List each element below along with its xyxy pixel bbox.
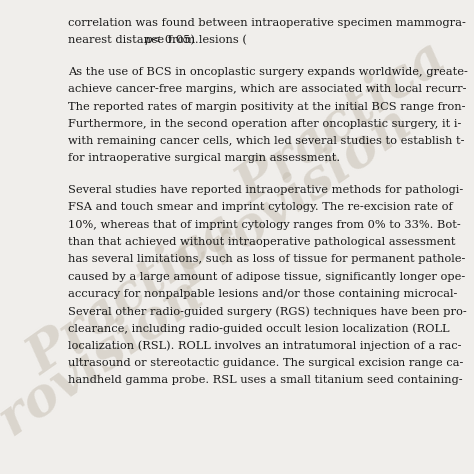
Text: clearance, including radio-guided occult lesion localization (ROLL: clearance, including radio-guided occult… [68,323,449,334]
Text: nearest distance from lesions (: nearest distance from lesions ( [68,35,247,46]
Text: ultrasound or stereotactic guidance. The surgical excision range ca-: ultrasound or stereotactic guidance. The… [68,358,464,368]
Text: than that achieved without intraoperative pathological assessment: than that achieved without intraoperativ… [68,237,456,247]
Text: Practica: Practica [18,203,247,385]
Text: has several limitations, such as loss of tissue for permanent pathole-: has several limitations, such as loss of… [68,254,465,264]
Text: with remaining cancer cells, which led several studies to establish t-: with remaining cancer cells, which led s… [68,136,465,146]
Text: Several studies have reported intraoperative methods for pathologi-: Several studies have reported intraopera… [68,185,463,195]
Text: Practica: Practica [227,32,456,214]
Text: Furthermore, in the second operation after oncoplastic surgery, it i-: Furthermore, in the second operation aft… [68,119,461,129]
Text: 10%, whereas that of imprint cytology ranges from 0% to 33%. Bot-: 10%, whereas that of imprint cytology ra… [68,219,461,230]
Text: Provision: Provision [0,270,213,470]
Text: The reported rates of margin positivity at the initial BCS range fron-: The reported rates of margin positivity … [68,101,465,111]
Text: accuracy for nonpalpable lesions and/or those containing microcal-: accuracy for nonpalpable lesions and/or … [68,289,457,299]
Text: correlation was found between intraoperative specimen mammogra-: correlation was found between intraopera… [68,18,466,28]
Text: Several other radio-guided surgery (RGS) techniques have been pro-: Several other radio-guided surgery (RGS)… [68,306,467,317]
Text: As the use of BCS in oncoplastic surgery expands worldwide, greate-: As the use of BCS in oncoplastic surgery… [68,67,468,77]
Text: achieve cancer-free margins, which are associated with local recurr-: achieve cancer-free margins, which are a… [68,84,466,94]
Text: < 0.05).: < 0.05). [148,35,199,46]
Text: p: p [145,35,152,46]
Text: handheld gamma probe. RSL uses a small titanium seed containing-: handheld gamma probe. RSL uses a small t… [68,375,463,385]
Text: localization (RSL). ROLL involves an intratumoral injection of a rac-: localization (RSL). ROLL involves an int… [68,341,462,351]
Text: for intraoperative surgical margin assessment.: for intraoperative surgical margin asses… [68,154,340,164]
Text: caused by a large amount of adipose tissue, significantly longer ope-: caused by a large amount of adipose tiss… [68,272,465,282]
Text: FSA and touch smear and imprint cytology. The re-excision rate of: FSA and touch smear and imprint cytology… [68,202,453,212]
Text: Provision: Provision [166,99,422,299]
